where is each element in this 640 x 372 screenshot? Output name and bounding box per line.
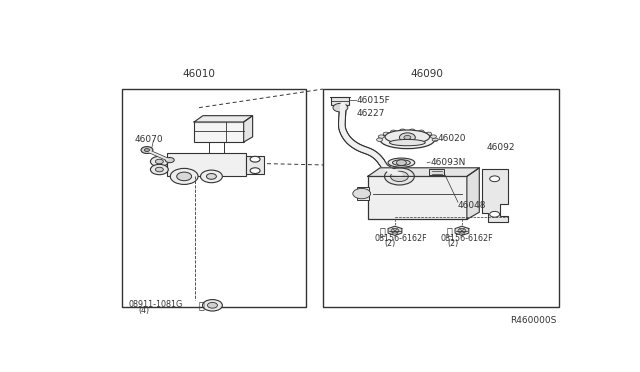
Circle shape xyxy=(390,171,408,182)
Text: (2): (2) xyxy=(447,239,458,248)
Circle shape xyxy=(404,135,411,140)
Text: 46090: 46090 xyxy=(411,69,444,79)
Bar xyxy=(356,187,369,200)
Text: 46015F: 46015F xyxy=(356,96,390,105)
Ellipse shape xyxy=(392,160,410,166)
Circle shape xyxy=(419,130,424,134)
Polygon shape xyxy=(244,116,253,142)
Text: (4): (4) xyxy=(138,306,150,315)
Circle shape xyxy=(170,169,198,185)
Circle shape xyxy=(399,129,406,132)
Text: 08156-6162F: 08156-6162F xyxy=(374,234,428,243)
Bar xyxy=(167,154,246,176)
Circle shape xyxy=(432,138,438,141)
Ellipse shape xyxy=(390,140,425,146)
Text: 46093N: 46093N xyxy=(430,158,465,167)
Circle shape xyxy=(426,132,431,135)
Text: 08911-1081G: 08911-1081G xyxy=(129,300,183,309)
Circle shape xyxy=(376,138,383,141)
Text: (2): (2) xyxy=(385,239,396,248)
Bar xyxy=(122,89,306,307)
Text: Ⓑ: Ⓑ xyxy=(380,226,385,236)
Bar xyxy=(332,97,349,105)
Circle shape xyxy=(202,299,222,311)
Circle shape xyxy=(150,156,168,167)
Circle shape xyxy=(333,103,348,112)
Circle shape xyxy=(490,211,500,217)
Polygon shape xyxy=(388,226,402,235)
Text: Ⓝ: Ⓝ xyxy=(198,300,204,310)
Bar xyxy=(367,176,467,219)
Text: 46010: 46010 xyxy=(182,69,216,79)
Bar xyxy=(246,156,264,173)
Bar xyxy=(323,89,559,307)
Circle shape xyxy=(250,168,260,173)
Polygon shape xyxy=(194,116,253,122)
Circle shape xyxy=(399,133,415,142)
Circle shape xyxy=(156,159,163,164)
Circle shape xyxy=(141,147,153,154)
Ellipse shape xyxy=(380,131,435,149)
Circle shape xyxy=(390,130,396,134)
Text: 46227: 46227 xyxy=(356,109,385,118)
Bar xyxy=(429,169,444,175)
Text: 46070: 46070 xyxy=(134,135,163,144)
Circle shape xyxy=(490,176,500,182)
Circle shape xyxy=(458,228,466,233)
Text: 46048: 46048 xyxy=(458,201,486,209)
Circle shape xyxy=(250,156,260,162)
Circle shape xyxy=(200,170,222,183)
Text: 08156-6162F: 08156-6162F xyxy=(440,234,493,243)
Circle shape xyxy=(207,173,216,179)
Text: 46092: 46092 xyxy=(486,143,515,152)
Text: Ⓑ: Ⓑ xyxy=(446,226,452,236)
Circle shape xyxy=(207,302,218,308)
Circle shape xyxy=(391,228,399,233)
Text: 46020: 46020 xyxy=(437,134,466,143)
Bar xyxy=(194,122,244,142)
Circle shape xyxy=(431,135,436,138)
Text: R460000S: R460000S xyxy=(510,316,556,326)
Circle shape xyxy=(378,135,384,138)
Circle shape xyxy=(353,189,371,199)
Polygon shape xyxy=(367,168,479,176)
Polygon shape xyxy=(482,169,508,222)
Circle shape xyxy=(385,168,414,185)
Circle shape xyxy=(165,157,174,163)
Circle shape xyxy=(150,164,168,175)
Circle shape xyxy=(396,160,406,166)
Ellipse shape xyxy=(388,158,415,167)
Circle shape xyxy=(156,167,163,172)
Circle shape xyxy=(409,129,415,132)
Polygon shape xyxy=(467,168,479,219)
Circle shape xyxy=(145,149,150,151)
Circle shape xyxy=(177,172,191,181)
Polygon shape xyxy=(455,226,468,235)
Circle shape xyxy=(383,132,389,135)
Ellipse shape xyxy=(385,130,429,144)
